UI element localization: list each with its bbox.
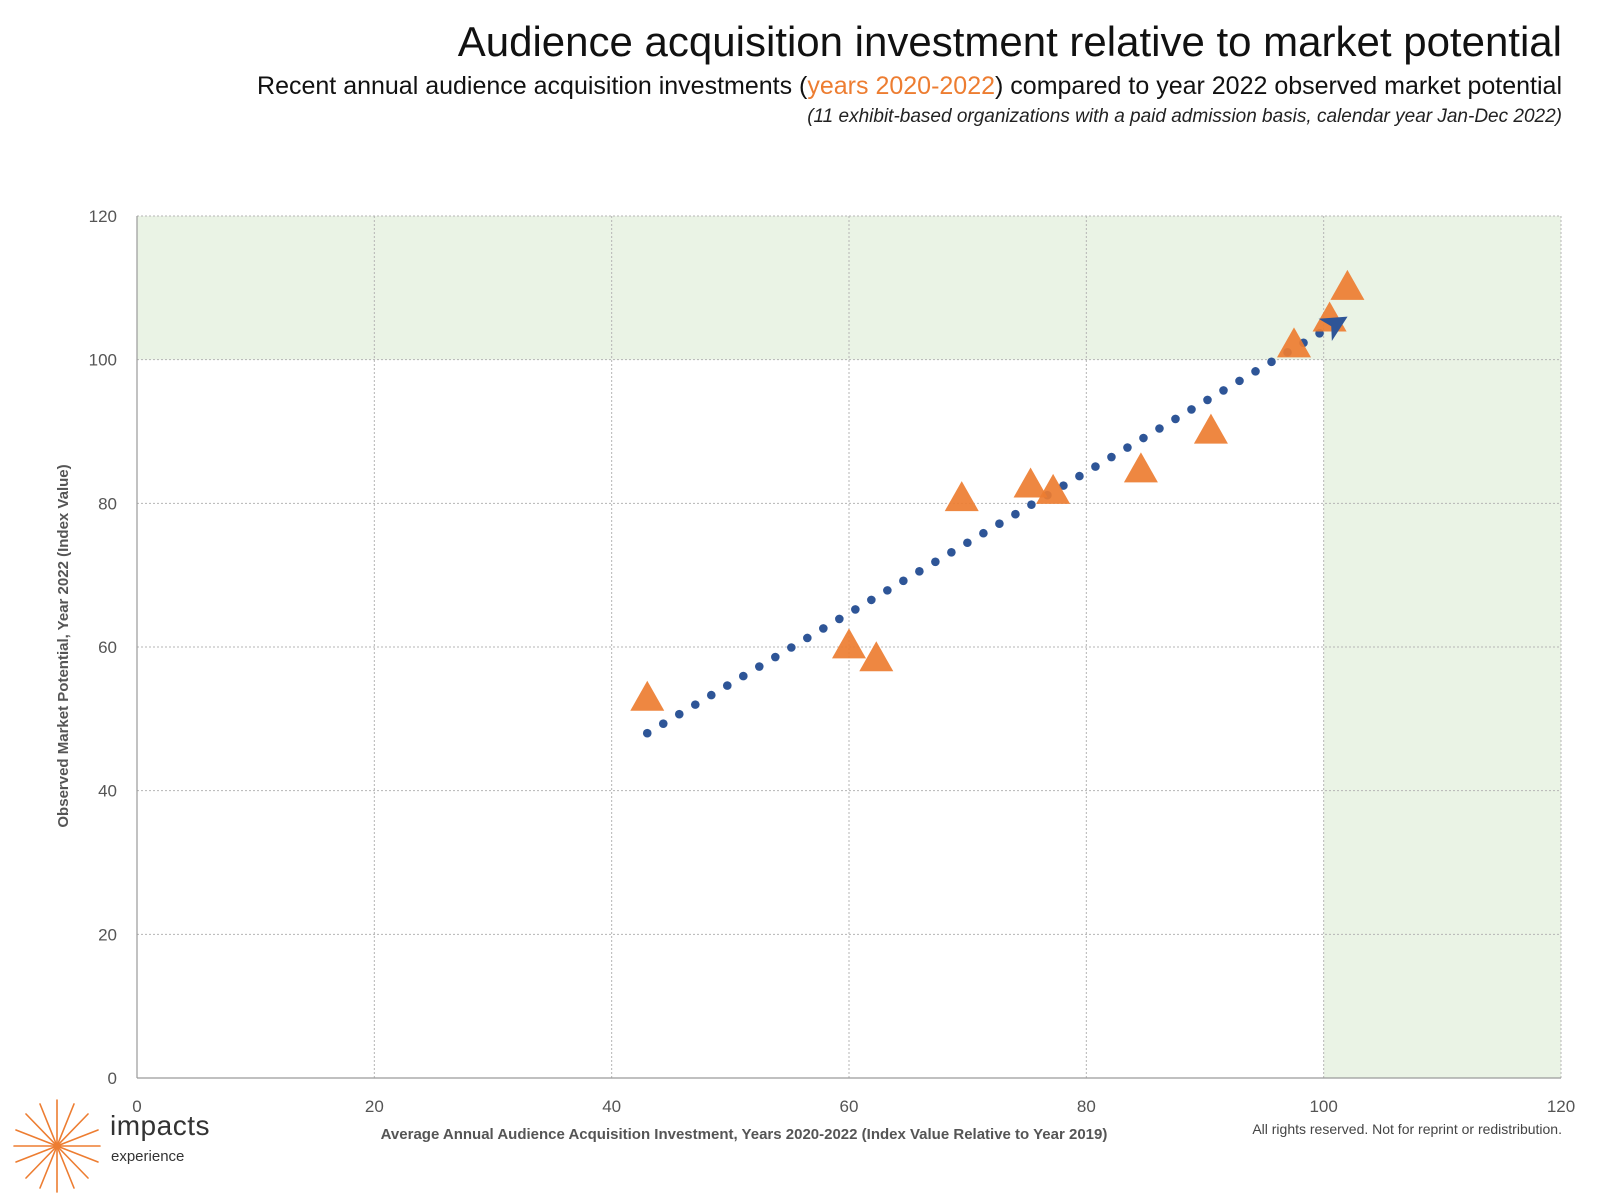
trend-dot: [995, 519, 1004, 529]
trend-dot: [1251, 367, 1260, 376]
trend-dot: [674, 709, 684, 719]
y-tick-label: 20: [98, 925, 117, 944]
trend-dot: [1155, 424, 1164, 433]
subtitle-highlight: years 2020-2022: [807, 72, 996, 100]
trend-dot: [1203, 395, 1212, 405]
trend-dot: [851, 605, 860, 614]
trend-dot: [1011, 509, 1020, 519]
trend-dot: [690, 700, 700, 709]
triangle-point: [832, 628, 866, 659]
triangle-point: [1123, 452, 1158, 483]
trend-dot: [1139, 433, 1148, 443]
x-axis-title: Average Annual Audience Acquisition Inve…: [381, 1126, 1108, 1143]
subtitle-pre: Recent annual audience acquisition inves…: [257, 72, 808, 100]
chart-subtitle: Recent annual audience acquisition inves…: [257, 72, 1562, 101]
trend-dot: [1091, 462, 1100, 471]
trend-dot: [787, 643, 796, 652]
y-tick-label: 60: [98, 638, 117, 657]
x-tick-label: 20: [365, 1097, 384, 1116]
trend-dot: [931, 557, 940, 567]
triangle-point: [1277, 327, 1311, 358]
triangle-point: [630, 680, 665, 711]
logo-burst-icon: [13, 1099, 101, 1193]
chart-note: (11 exhibit-based organizations with a p…: [807, 106, 1562, 127]
trend-dot: [1267, 357, 1276, 367]
trend-dot: [963, 538, 972, 548]
chart-title: Audience acquisition investment relative…: [457, 18, 1562, 65]
triangle-point: [1036, 473, 1071, 504]
y-tick-label: 0: [108, 1069, 117, 1088]
y-tick-label: 40: [98, 782, 117, 801]
trend-dot: [915, 567, 924, 576]
y-axis-title: Observed Market Potential, Year 2022 (In…: [55, 464, 72, 827]
trend-dot: [883, 586, 892, 595]
data-points: [630, 269, 1365, 711]
triangle-point: [944, 481, 979, 512]
marker-arrow-icon: [1318, 316, 1348, 342]
axes: [136, 216, 1561, 1079]
trend-dot: [835, 614, 844, 624]
y-tick-label: 120: [89, 207, 117, 226]
trend-dot: [803, 633, 812, 643]
trend-dot: [1123, 443, 1132, 452]
trend-dot: [722, 681, 732, 690]
trend-dot: [1107, 452, 1116, 462]
trend-dot: [1219, 386, 1228, 395]
trend-dot: [739, 671, 748, 681]
trend-dot: [867, 595, 876, 605]
trend-dot: [1075, 471, 1084, 481]
trend-dot: [1059, 481, 1068, 490]
trend-dot: [755, 662, 764, 671]
trend-dot: [947, 547, 956, 557]
trend-dot: [899, 576, 908, 586]
triangle-point: [1013, 467, 1048, 498]
logo-wordmark: impacts: [110, 1110, 210, 1141]
trend-dot: [771, 652, 780, 662]
trend-dot: [1187, 405, 1196, 414]
tick-labels: 0 20 40 60 80 100 120 0 20 40 60 80 100 120: [89, 207, 1576, 1116]
trend-dot: [706, 690, 716, 700]
triangle-point: [859, 641, 894, 672]
x-tick-label: 100: [1309, 1097, 1337, 1116]
trendline: [642, 319, 1340, 738]
x-tick-label: 80: [1077, 1097, 1096, 1116]
x-tick-label: 0: [132, 1097, 141, 1116]
trend-dot: [819, 624, 828, 633]
trend-dot: [1027, 500, 1036, 509]
y-tick-label: 100: [89, 351, 117, 370]
x-tick-label: 60: [840, 1097, 859, 1116]
y-tick-label: 80: [98, 494, 117, 513]
triangle-point: [1330, 269, 1365, 300]
subtitle-post: ) compared to year 2022 observed market …: [995, 72, 1562, 100]
trend-dot: [658, 719, 668, 728]
copyright-notice: All rights reserved. Not for reprint or …: [1252, 1121, 1562, 1137]
trend-dot: [979, 528, 988, 538]
logo-tagline: experience: [111, 1148, 185, 1165]
triangle-point: [1193, 413, 1228, 444]
x-tick-label: 120: [1547, 1097, 1575, 1116]
trend-dot: [1235, 376, 1244, 386]
trend-dot: [642, 728, 652, 738]
x-tick-label: 40: [602, 1097, 621, 1116]
marker-arrow: [1318, 316, 1348, 342]
trend-dot: [1171, 414, 1180, 424]
